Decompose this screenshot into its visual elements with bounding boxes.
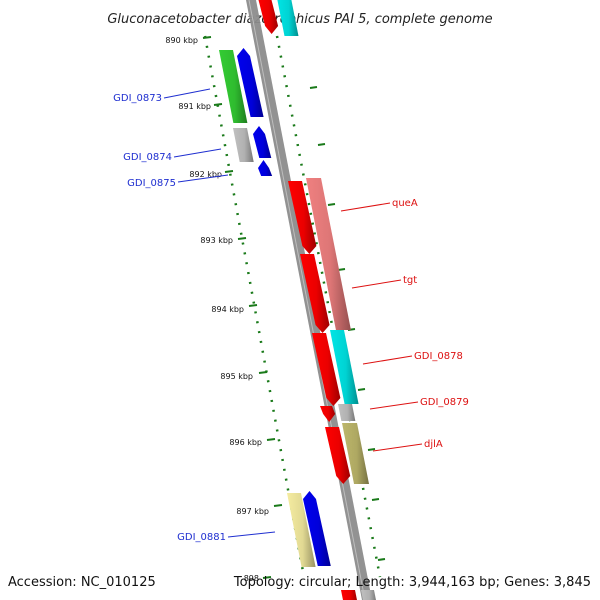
cds-gdi-0878-cyan xyxy=(330,330,359,404)
ruler-tick-8 xyxy=(262,576,272,579)
ruler-right-tick-1 xyxy=(317,143,326,146)
cds-gdi-0875-blue xyxy=(258,160,273,176)
ruler-label-896: 896 kbp xyxy=(229,438,262,447)
gene-labels: GDI_0873 GDI_0874 GDI_0875 GDI_0881 queA… xyxy=(113,93,469,543)
cds-quea-pink xyxy=(306,178,351,330)
gene-label-gdi-0879: GDI_0879 xyxy=(420,397,469,408)
leader-line-djla xyxy=(372,443,423,452)
leader-line-gdi-0874 xyxy=(173,148,222,158)
ruler-right-tick-0 xyxy=(309,86,318,89)
cds-quea-red xyxy=(288,181,317,254)
leader-line-quea xyxy=(340,202,391,212)
accession-text: Accession: NC_010125 xyxy=(8,575,156,590)
cds-fragment-top-cyan xyxy=(277,0,299,36)
cds-gdi-0878-red xyxy=(312,333,341,406)
gene-label-gdi-0873: GDI_0873 xyxy=(113,93,162,104)
ruler-right-tick-7 xyxy=(371,498,380,501)
gene-label-tgt: tgt xyxy=(403,275,417,286)
ruler-right-tick-6 xyxy=(367,448,376,451)
gene-label-djla: djlA xyxy=(424,439,443,450)
cds-djla-red xyxy=(325,427,351,484)
cds-fragment-bottom-red xyxy=(341,590,357,600)
ruler-right-tick-8 xyxy=(377,558,386,561)
ruler-tick-5 xyxy=(258,371,268,374)
cds-gdi-0879-grey xyxy=(338,404,356,421)
ruler-tick-7 xyxy=(273,504,283,507)
ruler-tick-2 xyxy=(224,170,234,173)
ruler-right-tick-2 xyxy=(327,203,336,206)
ruler xyxy=(202,35,386,579)
backbone-highlight xyxy=(248,0,366,600)
map-title: Gluconacetobacter diazotrophicus PAI 5, … xyxy=(107,12,492,27)
cds-gdi-0873-blue xyxy=(237,48,264,117)
cds-tgt-red xyxy=(300,254,330,333)
cds-gdi-0881-blue xyxy=(303,491,331,566)
cds-gdi-0874-grey xyxy=(233,128,254,162)
ruler-label-890: 890 kbp xyxy=(165,36,198,45)
gene-label-gdi-0878: GDI_0878 xyxy=(414,351,463,362)
ruler-label-894: 894 kbp xyxy=(211,305,244,314)
gene-label-gdi-0881: GDI_0881 xyxy=(177,532,226,543)
ruler-label-898: 898 xyxy=(244,574,259,583)
gene-label-quea: queA xyxy=(392,198,418,209)
ruler-dots-right xyxy=(275,35,382,578)
ruler-labels: 890 kbp 891 kbp 892 kbp 893 kbp 894 kbp … xyxy=(165,36,269,583)
cds-gdi-0879-red xyxy=(320,406,336,422)
ruler-right-tick-3 xyxy=(337,268,346,271)
ruler-tick-1 xyxy=(213,103,223,106)
leader-line-gdi-0875 xyxy=(177,174,229,183)
leader-line-gdi-0881 xyxy=(227,531,276,538)
ruler-tick-4 xyxy=(248,304,258,307)
ruler-label-891: 891 kbp xyxy=(178,102,211,111)
leader-line-tgt xyxy=(351,279,402,289)
gene-label-gdi-0874: GDI_0874 xyxy=(123,152,172,163)
ruler-tick-6 xyxy=(266,438,276,441)
cds-fragment-bottom-grey xyxy=(361,590,376,600)
cds-gdi-0881-yellow xyxy=(287,493,316,567)
ruler-tick-0 xyxy=(202,36,212,39)
cds-fragment-top-red xyxy=(258,0,279,34)
cds-gdi-0874-blue xyxy=(253,126,272,158)
ruler-label-892: 892 kbp xyxy=(189,170,222,179)
topology-text: Topology: circular; Length: 3,944,163 bp… xyxy=(233,575,591,590)
ruler-tick-3 xyxy=(237,237,247,240)
cds-gdi-0873-green xyxy=(219,50,248,123)
ruler-label-893: 893 kbp xyxy=(200,236,233,245)
ruler-label-897: 897 kbp xyxy=(236,507,269,516)
leader-lines xyxy=(163,88,423,538)
ruler-dots-left-upper xyxy=(203,35,306,578)
leader-line-gdi-0878 xyxy=(362,355,413,365)
ruler-right-tick-5 xyxy=(357,388,366,391)
leader-line-gdi-0873 xyxy=(163,88,211,99)
cds-djla-olive xyxy=(342,423,370,484)
feature-track xyxy=(219,0,376,600)
ruler-label-895: 895 kbp xyxy=(220,372,253,381)
gene-label-gdi-0875: GDI_0875 xyxy=(127,178,176,189)
leader-line-gdi-0879 xyxy=(369,401,419,410)
